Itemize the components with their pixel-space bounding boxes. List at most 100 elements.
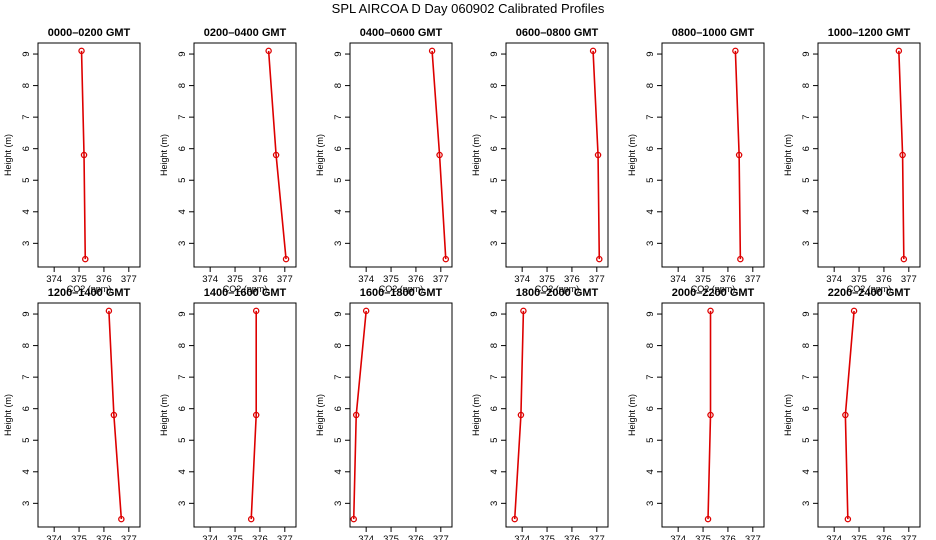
- x-tick-label: 375: [851, 534, 867, 540]
- data-point: [707, 307, 714, 315]
- y-tick-label: 5: [801, 438, 812, 443]
- y-tick-label: 6: [333, 406, 344, 411]
- x-tick-label: 376: [252, 534, 268, 540]
- x-tick-label: 376: [720, 534, 736, 540]
- chart-panel: 1200–1400 GMT 374 375 376 377 3 4 5 6 7 8 9 CO2 (ppm…: [3, 287, 141, 540]
- y-tick-label: 9: [177, 311, 188, 316]
- y-tick-label: 6: [645, 146, 656, 151]
- chart-panel: 0800–1000 GMT 374 375 376 377 3 4 5 6 7 8 9 CO2 (ppm…: [627, 27, 765, 294]
- y-tick-label: 8: [177, 83, 188, 88]
- y-tick-label: 5: [645, 178, 656, 183]
- x-axis-label: CO2 (ppm): [379, 284, 424, 294]
- y-tick-label: 5: [21, 178, 32, 183]
- x-tick-label: 374: [670, 274, 686, 285]
- plot-frame: [37, 302, 141, 528]
- x-tick-label: 376: [876, 274, 892, 285]
- chart-panel: 0400–0600 GMT 374 375 376 377 3 4 5 6 7 8 9 CO2 (ppm…: [315, 27, 453, 294]
- y-tick-label: 8: [21, 343, 32, 348]
- series-line: [898, 50, 905, 260]
- x-tick-label: 377: [277, 534, 293, 540]
- y-axis-label: Height (m): [3, 134, 13, 176]
- y-tick-label: 9: [489, 51, 500, 56]
- data-point: [362, 307, 370, 315]
- x-tick-label: 374: [46, 534, 62, 540]
- data-point: [350, 515, 357, 523]
- x-tick-label: 374: [514, 274, 530, 285]
- chart-panel: 1000–1200 GMT 374 375 376 377 3 4 5 6 7 8 9 CO2 (ppm…: [783, 27, 921, 294]
- y-tick-label: 6: [801, 406, 812, 411]
- data-point: [589, 47, 597, 55]
- data-point: [732, 47, 739, 55]
- x-tick-label: 375: [539, 534, 555, 540]
- x-tick-label: 377: [433, 534, 449, 540]
- y-tick-label: 6: [489, 146, 500, 151]
- panel-title: 2200–2400 GMT: [828, 287, 911, 299]
- data-point: [282, 255, 290, 263]
- y-tick-label: 5: [333, 178, 344, 183]
- y-tick-label: 5: [21, 438, 32, 443]
- chart-panel: 0000–0200 GMT 374 375 376 377 3 4 5 6 7 8 9 CO2 (ppm…: [3, 27, 141, 294]
- chart-panel: 2000–2200 GMT 374 375 376 377 3 4 5 6 7 8 9 CO2 (ppm…: [627, 287, 765, 540]
- y-tick-label: 4: [801, 209, 812, 214]
- x-tick-label: 377: [745, 534, 761, 540]
- x-tick-label: 377: [277, 274, 293, 285]
- x-axis-label: CO2 (ppm): [223, 284, 268, 294]
- y-tick-label: 7: [333, 374, 344, 379]
- x-tick-label: 375: [695, 534, 711, 540]
- x-tick-label: 377: [433, 274, 449, 285]
- series-line: [592, 50, 601, 260]
- y-tick-label: 7: [177, 114, 188, 119]
- y-tick-label: 9: [801, 311, 812, 316]
- x-tick-label: 377: [901, 274, 917, 285]
- y-tick-label: 9: [801, 51, 812, 56]
- x-tick-label: 377: [121, 274, 137, 285]
- y-tick-label: 3: [21, 501, 32, 506]
- panel-title: 0800–1000 GMT: [672, 27, 755, 39]
- y-axis-label: Height (m): [159, 134, 169, 176]
- x-tick-label: 375: [383, 534, 399, 540]
- y-tick-label: 5: [801, 178, 812, 183]
- data-point: [247, 515, 255, 523]
- y-tick-label: 5: [177, 178, 188, 183]
- y-axis-label: Height (m): [315, 134, 325, 176]
- y-tick-label: 5: [489, 438, 500, 443]
- data-point: [511, 515, 518, 523]
- y-tick-label: 3: [645, 241, 656, 246]
- x-tick-label: 376: [720, 274, 736, 285]
- data-point: [517, 411, 525, 419]
- series-line: [707, 310, 712, 520]
- y-tick-label: 8: [177, 343, 188, 348]
- data-point: [436, 151, 443, 159]
- x-tick-label: 376: [564, 274, 580, 285]
- data-point: [82, 255, 89, 263]
- y-tick-label: 6: [333, 146, 344, 151]
- y-tick-label: 8: [333, 343, 344, 348]
- y-tick-label: 6: [645, 406, 656, 411]
- y-tick-label: 3: [801, 241, 812, 246]
- y-tick-label: 4: [21, 469, 32, 474]
- series-line: [80, 50, 87, 260]
- plot-frame: [37, 42, 141, 268]
- y-tick-label: 8: [489, 83, 500, 88]
- y-tick-label: 9: [645, 51, 656, 56]
- x-tick-label: 374: [358, 534, 374, 540]
- plot-frame: [193, 42, 297, 268]
- data-point: [520, 307, 527, 315]
- plot-frame: [349, 42, 453, 268]
- y-tick-label: 7: [177, 374, 188, 379]
- x-tick-label: 375: [851, 274, 867, 285]
- x-tick-label: 374: [826, 534, 842, 540]
- x-tick-label: 376: [408, 274, 424, 285]
- x-tick-label: 374: [826, 274, 842, 285]
- y-tick-label: 8: [645, 83, 656, 88]
- y-tick-label: 7: [801, 114, 812, 119]
- y-axis-label: Height (m): [783, 394, 793, 436]
- y-tick-label: 3: [21, 241, 32, 246]
- y-tick-label: 9: [177, 51, 188, 56]
- y-tick-label: 8: [801, 83, 812, 88]
- x-tick-label: 374: [514, 534, 530, 540]
- data-point: [428, 47, 436, 55]
- y-axis-label: Height (m): [3, 394, 13, 436]
- plot-frame: [817, 42, 921, 268]
- y-tick-label: 6: [177, 146, 188, 151]
